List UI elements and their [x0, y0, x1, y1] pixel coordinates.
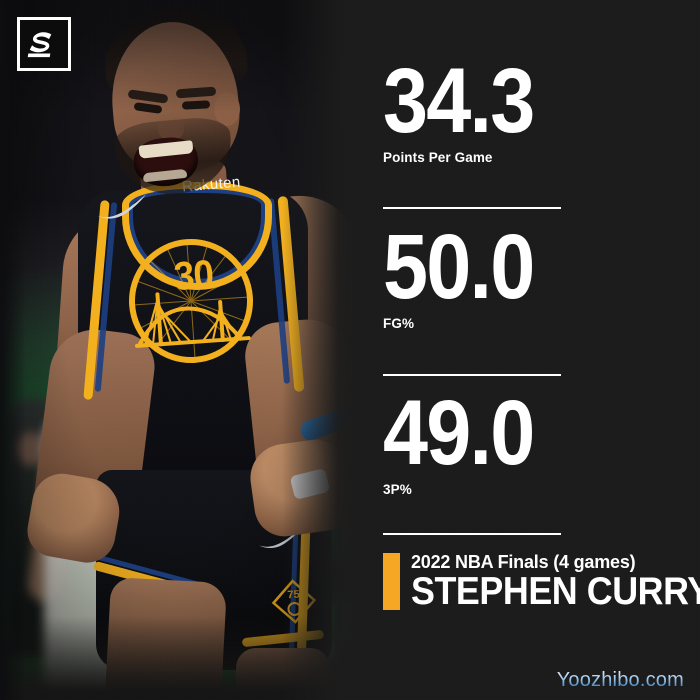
footer-text: 2022 NBA Finals (4 games) STEPHEN CURRY [411, 552, 700, 613]
stat-divider [383, 374, 561, 376]
stat-label: 3P% [383, 482, 412, 498]
stat-field-goal-percentage: 50.0 FG% [383, 216, 683, 332]
event-label: 2022 NBA Finals (4 games) [411, 552, 636, 572]
stat-label: FG% [383, 316, 415, 332]
player-name: STEPHEN CURRY [411, 569, 700, 613]
stat-label: Points Per Game [383, 150, 493, 166]
footer-title-block: 2022 NBA Finals (4 games) STEPHEN CURRY [383, 552, 700, 613]
stat-three-point-percentage: 49.0 3P% [383, 382, 683, 498]
stat-divider [383, 533, 561, 535]
stat-value: 49.0 [383, 382, 535, 484]
photo-vignette [0, 0, 372, 700]
site-watermark: Yoozhibo.com [556, 669, 684, 691]
accent-bar [383, 553, 400, 610]
stat-value: 50.0 [383, 216, 535, 318]
stats-panel: 34.3 Points Per Game 50.0 FG% 49.0 3P% 2… [372, 0, 700, 700]
stat-value: 34.3 [383, 50, 535, 152]
thescore-logo-icon[interactable] [17, 17, 71, 71]
stat-divider [383, 207, 561, 209]
player-photo: Rakuten [0, 0, 372, 700]
stat-points-per-game: 34.3 Points Per Game [383, 50, 683, 166]
